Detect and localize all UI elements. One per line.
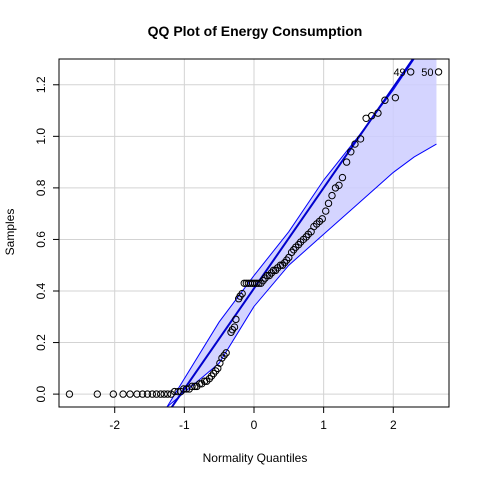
reference-line — [170, 59, 415, 407]
data-point — [374, 109, 382, 117]
data-point — [93, 390, 102, 398]
data-point — [230, 323, 239, 331]
data-point — [276, 261, 285, 269]
data-point — [253, 279, 261, 287]
points-layer: 49 50 — [65, 67, 443, 398]
data-point — [328, 191, 336, 200]
data-point — [152, 390, 161, 398]
data-point — [406, 68, 415, 76]
data-point — [143, 390, 152, 398]
ticks-layer: -2 -1 0 1 2 0.0 0.2 0.4 0.6 0.8 1.0 1.2 — [34, 76, 397, 432]
data-point — [351, 140, 359, 148]
data-point — [342, 158, 351, 166]
data-point — [160, 390, 168, 398]
data-point — [434, 68, 443, 76]
y-tick-label: 0.0 — [34, 385, 48, 402]
y-axis-label: Samples — [3, 209, 17, 256]
y-tick-label: 0.6 — [34, 231, 48, 248]
data-point — [138, 390, 147, 398]
data-point — [347, 148, 355, 156]
data-point — [222, 349, 230, 357]
point-label-49: 49 — [393, 67, 405, 79]
data-point — [109, 390, 118, 398]
data-point — [179, 385, 188, 393]
x-tick-label: 0 — [251, 418, 258, 432]
confidence-band-upper — [166, 59, 437, 407]
data-point — [367, 112, 376, 120]
data-point — [318, 215, 326, 223]
confidence-band-fill — [166, 59, 437, 407]
data-point — [156, 390, 165, 398]
data-point — [255, 279, 263, 287]
y-tick-label: 0.2 — [34, 334, 48, 351]
confidence-band-lower — [166, 143, 437, 407]
x-tick-label: 1 — [320, 418, 327, 432]
data-point — [148, 390, 157, 398]
data-point — [391, 93, 400, 102]
data-point — [338, 173, 347, 182]
y-tick-label: 0.4 — [34, 282, 48, 299]
data-point — [238, 289, 246, 298]
data-point — [188, 382, 196, 391]
data-point — [335, 181, 343, 190]
data-point — [216, 359, 224, 367]
y-tick-label: 1.2 — [34, 76, 48, 93]
data-point — [214, 364, 222, 373]
data-point — [133, 390, 141, 398]
confidence-band-layer — [166, 59, 437, 407]
x-tick-label: -1 — [179, 418, 190, 432]
chart-title: QQ Plot of Energy Consumption — [148, 23, 363, 39]
point-label-50: 50 — [421, 67, 433, 79]
reference-line-layer — [170, 59, 415, 407]
data-point — [356, 135, 365, 143]
x-tick-label: -2 — [109, 418, 120, 432]
y-tick-label: 0.8 — [34, 179, 48, 196]
data-point — [119, 390, 127, 398]
data-point — [163, 390, 172, 398]
data-point — [232, 315, 240, 324]
data-point — [263, 271, 271, 280]
data-point — [269, 266, 278, 275]
data-point — [381, 96, 389, 104]
x-axis-label: Normality Quantiles — [203, 451, 308, 465]
x-tick-label: 2 — [390, 418, 397, 432]
data-point — [322, 207, 330, 215]
data-point — [126, 390, 134, 398]
y-tick-label: 1.0 — [34, 128, 48, 145]
data-point — [324, 199, 333, 208]
data-point — [65, 390, 74, 398]
